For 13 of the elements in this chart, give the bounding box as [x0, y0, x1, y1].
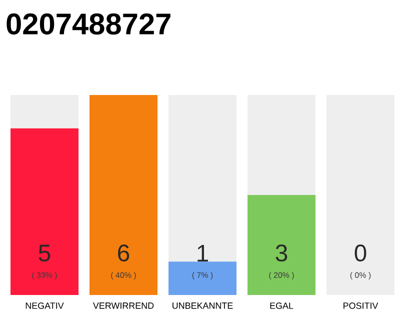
data-label: 6: [118, 244, 130, 262]
data-label: 3: [276, 244, 288, 262]
data-label: 0: [354, 244, 366, 262]
x-tick-label: VERWIRREND: [92, 302, 154, 309]
data-label: 1: [198, 245, 208, 262]
x-tick-label: POSITIV: [344, 302, 378, 309]
data-label: 5: [38, 244, 50, 262]
x-tick-label: EGAL: [270, 302, 294, 309]
x-tick-label: UNBEKANNTE: [172, 302, 233, 309]
bar: [168, 262, 236, 295]
x-tick-label: NEGATIV: [26, 302, 64, 309]
bar: [90, 95, 158, 295]
chart-title: 0207488727: [6, 13, 170, 35]
